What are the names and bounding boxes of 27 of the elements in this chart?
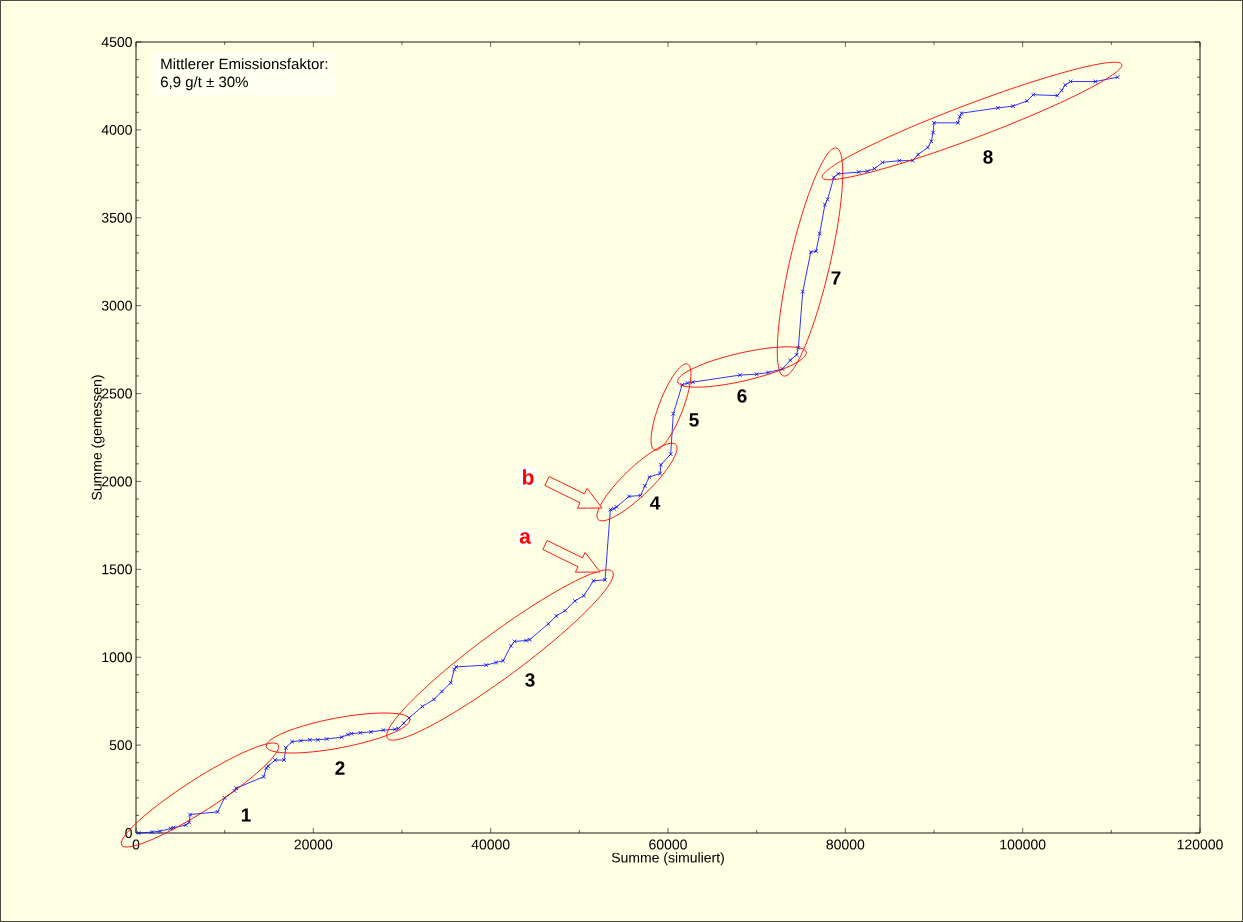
y-tick-label: 0 <box>125 828 132 838</box>
x-tick-label: 60000 <box>649 839 687 850</box>
y-tick-label: 1000 <box>102 652 132 663</box>
annotation: 7 <box>831 271 841 285</box>
y-tick-label: 4000 <box>101 124 132 135</box>
x-tick-label: 120000 <box>1177 839 1223 850</box>
x-axis-title: Summe (simuliert) <box>611 852 724 866</box>
annotation: b <box>522 469 534 485</box>
annotation: 4 <box>650 496 661 510</box>
annotation: 6 <box>737 389 747 403</box>
y-tick-label: 4500 <box>101 37 132 47</box>
annotation: 3 <box>525 673 535 687</box>
annotation: Mittlerer Emissionsfaktor: <box>161 58 328 70</box>
y-tick-label: 1500 <box>102 564 132 575</box>
x-tick-label: 80000 <box>826 839 865 850</box>
annotation: a <box>519 532 531 544</box>
y-tick-label: 500 <box>109 740 132 751</box>
x-tick-label: 20000 <box>294 839 333 850</box>
y-tick-label: 3000 <box>101 300 132 311</box>
annotation: 2 <box>335 761 345 775</box>
x-tick-label: 40000 <box>471 839 510 850</box>
y-tick-label: 3500 <box>101 212 132 223</box>
annotation: 1 <box>241 808 251 822</box>
annotation: 8 <box>983 150 993 164</box>
annotation: 6,9 g/t ± 30% <box>160 76 248 91</box>
x-tick-label: 100000 <box>1000 839 1046 850</box>
annotation: 5 <box>689 413 699 427</box>
